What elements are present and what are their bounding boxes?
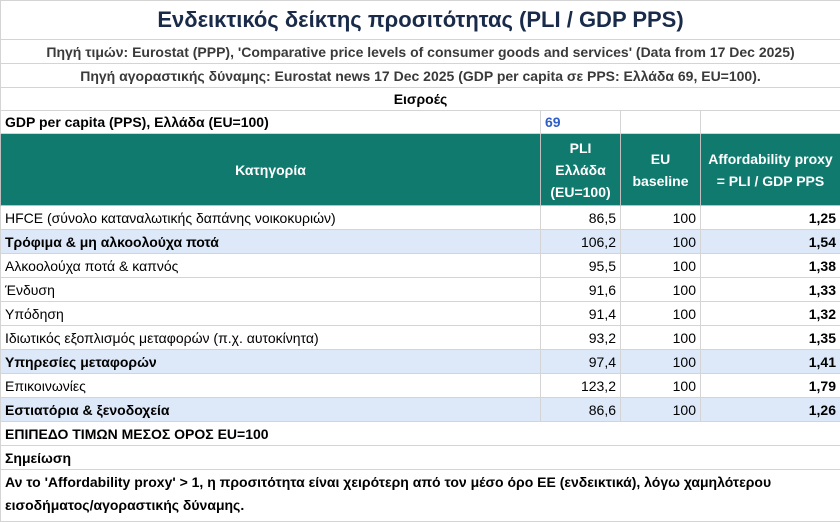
inputs-label[interactable]: Εισροές	[1, 88, 840, 111]
row-category[interactable]: Αλκοολούχα ποτά & καπνός	[1, 254, 541, 278]
row-affordability[interactable]: 1,32	[701, 302, 840, 326]
row-category[interactable]: Ιδιωτικός εξοπλισμός μεταφορών (π.χ. αυτ…	[1, 326, 541, 350]
row-affordability[interactable]: 1,79	[701, 374, 840, 398]
gdp-label[interactable]: GDP per capita (PPS), Ελλάδα (EU=100)	[1, 111, 541, 134]
row-category[interactable]: Υπηρεσίες μεταφορών	[1, 350, 541, 374]
row-affordability[interactable]: 1,38	[701, 254, 840, 278]
row-pli[interactable]: 97,4	[541, 350, 621, 374]
row-affordability[interactable]: 1,33	[701, 278, 840, 302]
row-pli[interactable]: 91,6	[541, 278, 621, 302]
row-pli[interactable]: 106,2	[541, 230, 621, 254]
row-affordability[interactable]: 1,26	[701, 398, 840, 422]
row-pli[interactable]: 86,5	[541, 206, 621, 230]
source-purchasing-power[interactable]: Πηγή αγοραστικής δύναμης: Eurostat news …	[1, 64, 840, 88]
row-eu[interactable]: 100	[621, 350, 701, 374]
row-affordability[interactable]: 1,35	[701, 326, 840, 350]
header-affordability[interactable]: Affordability proxy = PLI / GDP PPS	[701, 134, 840, 206]
row-eu[interactable]: 100	[621, 374, 701, 398]
eu-level-note[interactable]: ΕΠΙΠΕΔΟ ΤΙΜΩΝ ΜΕΣΟΣ ΟΡΟΣ EU=100	[1, 422, 840, 446]
header-category[interactable]: Κατηγορία	[1, 134, 541, 206]
row-category[interactable]: HFCE (σύνολο καταναλωτικής δαπάνης νοικο…	[1, 206, 541, 230]
note-label[interactable]: Σημείωση	[1, 446, 840, 470]
row-pli[interactable]: 95,5	[541, 254, 621, 278]
row-pli[interactable]: 123,2	[541, 374, 621, 398]
empty-cell[interactable]	[701, 111, 840, 134]
row-affordability[interactable]: 1,54	[701, 230, 840, 254]
row-affordability[interactable]: 1,41	[701, 350, 840, 374]
row-category[interactable]: Ένδυση	[1, 278, 541, 302]
note-text[interactable]: Αν το 'Affordability proxy' > 1, η προσι…	[1, 470, 840, 522]
row-affordability[interactable]: 1,25	[701, 206, 840, 230]
row-eu[interactable]: 100	[621, 302, 701, 326]
header-pli[interactable]: PLI Ελλάδα (EU=100)	[541, 134, 621, 206]
row-eu[interactable]: 100	[621, 278, 701, 302]
row-category[interactable]: Επικοινωνίες	[1, 374, 541, 398]
source-prices[interactable]: Πηγή τιμών: Eurostat (PPP), 'Comparative…	[1, 40, 840, 64]
row-category[interactable]: Υπόδηση	[1, 302, 541, 326]
sheet-title[interactable]: Ενδεικτικός δείκτης προσιτότητας (PLI / …	[1, 1, 840, 40]
row-eu[interactable]: 100	[621, 230, 701, 254]
row-eu[interactable]: 100	[621, 398, 701, 422]
row-category[interactable]: Εστιατόρια & ξενοδοχεία	[1, 398, 541, 422]
row-category[interactable]: Τρόφιμα & μη αλκοολούχα ποτά	[1, 230, 541, 254]
gdp-value[interactable]: 69	[541, 111, 621, 134]
row-pli[interactable]: 93,2	[541, 326, 621, 350]
row-eu[interactable]: 100	[621, 326, 701, 350]
row-eu[interactable]: 100	[621, 206, 701, 230]
header-eu-baseline[interactable]: EU baseline	[621, 134, 701, 206]
row-eu[interactable]: 100	[621, 254, 701, 278]
row-pli[interactable]: 86,6	[541, 398, 621, 422]
row-pli[interactable]: 91,4	[541, 302, 621, 326]
empty-cell[interactable]	[621, 111, 701, 134]
